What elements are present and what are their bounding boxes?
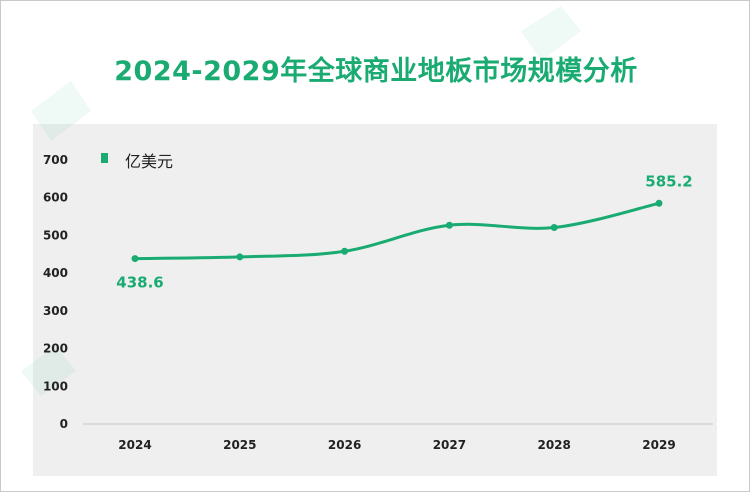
y-tick-label: 700: [43, 153, 68, 167]
y-tick-label: 0: [60, 417, 68, 431]
data-label-2029: 585.2: [645, 172, 692, 190]
watermark-logo: [21, 6, 581, 396]
x-tick-label: 2024: [118, 438, 151, 452]
legend-swatch: [101, 153, 108, 163]
data-point-2029: [655, 199, 663, 207]
plot-area: [33, 124, 717, 476]
chart-title: 2024-2029年全球商业地板市场规模分析: [114, 56, 638, 87]
legend-label: 亿美元: [125, 153, 173, 171]
data-point-2028: [550, 224, 558, 232]
series-line: [133, 201, 661, 261]
y-tick-label: 400: [43, 266, 68, 280]
y-axis-ticks: 0 100 200 300 400 500 600 700: [43, 153, 68, 431]
data-labels: 438.6 585.2: [116, 172, 692, 291]
y-tick-label: 300: [43, 304, 68, 318]
y-tick-label: 100: [43, 379, 68, 393]
data-point-2024: [131, 255, 139, 263]
x-axis-ticks: 2024 2025 2026 2027 2028 2029: [118, 438, 675, 452]
x-tick-label: 2029: [642, 438, 675, 452]
x-tick-label: 2025: [223, 438, 256, 452]
data-point-2026: [341, 247, 349, 255]
y-tick-label: 200: [43, 342, 68, 356]
data-point-2025: [236, 253, 244, 261]
data-point-2027: [445, 221, 453, 229]
x-tick-label: 2027: [433, 438, 466, 452]
x-tick-label: 2028: [537, 438, 570, 452]
x-tick-label: 2026: [328, 438, 361, 452]
y-tick-label: 500: [43, 228, 68, 242]
data-label-2024: 438.6: [116, 274, 163, 292]
y-tick-label: 600: [43, 191, 68, 205]
data-points: [131, 199, 663, 263]
